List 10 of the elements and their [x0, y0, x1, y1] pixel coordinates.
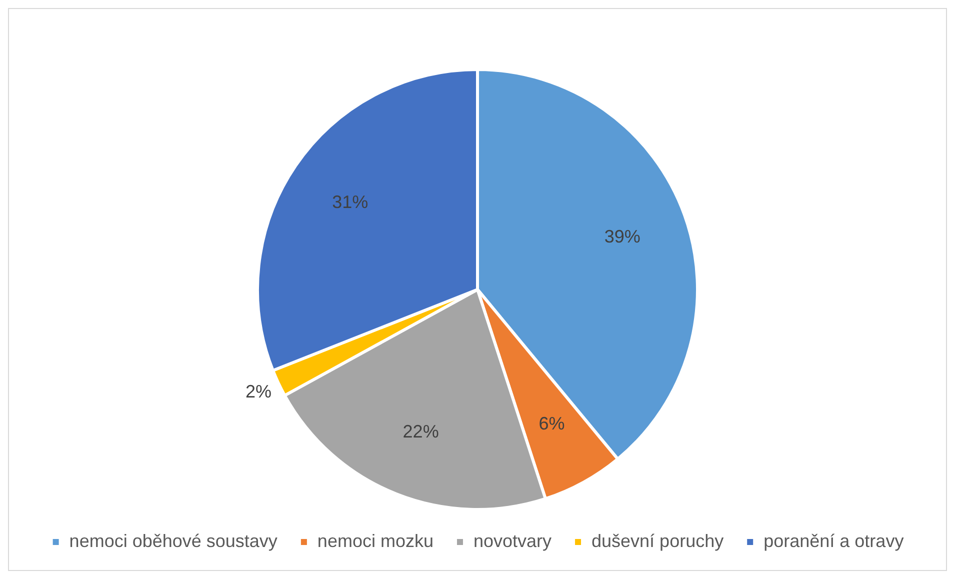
legend-label: duševní poruchy — [592, 530, 724, 551]
data-label: 2% — [246, 382, 272, 402]
legend-label: poranění a otravy — [764, 530, 904, 551]
legend-label: novotvary — [473, 530, 552, 551]
data-label: 39% — [604, 226, 640, 246]
legend-label: nemoci oběhové soustavy — [69, 530, 278, 551]
legend-label: nemoci mozku — [317, 530, 434, 551]
data-label: 31% — [332, 192, 368, 212]
data-label: 6% — [538, 413, 565, 434]
data-label: 22% — [402, 422, 439, 442]
